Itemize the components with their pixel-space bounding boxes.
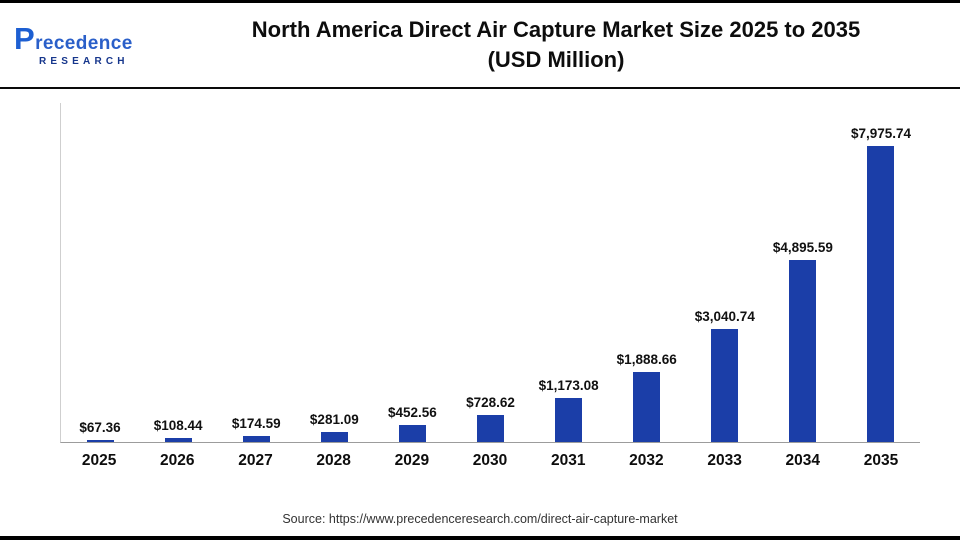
chart-title-line2: (USD Million) bbox=[487, 47, 625, 72]
bar-column: $3,040.74 bbox=[686, 309, 764, 442]
x-axis-label-2027: 2027 bbox=[238, 452, 273, 469]
bar-value-label: $174.59 bbox=[231, 416, 281, 431]
bar-2026 bbox=[164, 438, 192, 442]
bar-value-label: $3,040.74 bbox=[694, 309, 755, 324]
bar-2033 bbox=[711, 329, 739, 442]
bar-value-label: $1,888.66 bbox=[616, 352, 677, 367]
x-axis-label-2033: 2033 bbox=[707, 452, 742, 469]
bar-2032 bbox=[633, 372, 661, 442]
source-text: Source: https://www.precedenceresearch.c… bbox=[282, 512, 678, 526]
x-axis-label-2026: 2026 bbox=[160, 452, 195, 469]
chart-title: North America Direct Air Capture Market … bbox=[166, 15, 946, 74]
bar-value-label: $108.44 bbox=[153, 418, 203, 433]
bar-value-label: $67.36 bbox=[79, 420, 121, 435]
bar-value-label: $7,975.74 bbox=[850, 126, 912, 141]
logo-wordmark: Precedence bbox=[14, 20, 133, 56]
bar-column: $7,975.74 bbox=[842, 126, 920, 442]
x-axis-label-2032: 2032 bbox=[629, 452, 664, 469]
bar-column: $728.62 bbox=[451, 395, 529, 442]
bar-2031 bbox=[555, 398, 583, 442]
x-axis-label-2035: 2035 bbox=[863, 452, 899, 469]
bar-2028 bbox=[320, 432, 348, 442]
bar-value-label: $452.56 bbox=[388, 405, 437, 420]
bar-column: $452.56 bbox=[373, 405, 451, 442]
logo-subtitle: RESEARCH bbox=[39, 56, 129, 68]
x-axis-label-2031: 2031 bbox=[550, 452, 586, 469]
bar-2035 bbox=[867, 146, 895, 442]
x-axis-label-2034: 2034 bbox=[785, 452, 821, 469]
x-axis-label-2029: 2029 bbox=[394, 452, 430, 469]
x-axis-label-2028: 2028 bbox=[316, 452, 351, 469]
bar-value-label: $4,895.59 bbox=[772, 240, 833, 255]
bar-column: $67.36 bbox=[61, 420, 139, 442]
x-axis-labels: 2025 2026 2027 2028 2029 2030 2031 2032 2033 2034… bbox=[60, 452, 920, 470]
bar-2029 bbox=[398, 425, 426, 442]
bar-column: $4,895.59 bbox=[764, 240, 842, 442]
bar-column: $108.44 bbox=[139, 418, 217, 442]
bar-2027 bbox=[242, 436, 270, 442]
precedence-research-logo: Precedence RESEARCH bbox=[14, 20, 166, 68]
bar-value-label: $281.09 bbox=[309, 412, 359, 427]
bar-2030 bbox=[477, 415, 505, 442]
x-axis-label-2030: 2030 bbox=[472, 452, 508, 469]
bar-column: $1,888.66 bbox=[608, 352, 686, 442]
chart-title-line1: North America Direct Air Capture Market … bbox=[251, 17, 861, 43]
bar-column: $1,173.08 bbox=[530, 378, 608, 442]
header: Precedence RESEARCH North America Direct… bbox=[0, 3, 960, 89]
bar-2025 bbox=[86, 440, 114, 442]
x-axis-label-2025: 2025 bbox=[81, 452, 117, 469]
bar-column: $281.09 bbox=[295, 412, 373, 442]
bar-2034 bbox=[789, 260, 817, 442]
bar-value-label: $1,173.08 bbox=[538, 378, 599, 393]
plot-area: $67.36 $108.44 $174.59 $281.09 $452.56 $728.6… bbox=[60, 103, 920, 443]
bar-value-label: $728.62 bbox=[466, 395, 515, 410]
bar-column: $174.59 bbox=[217, 416, 295, 442]
